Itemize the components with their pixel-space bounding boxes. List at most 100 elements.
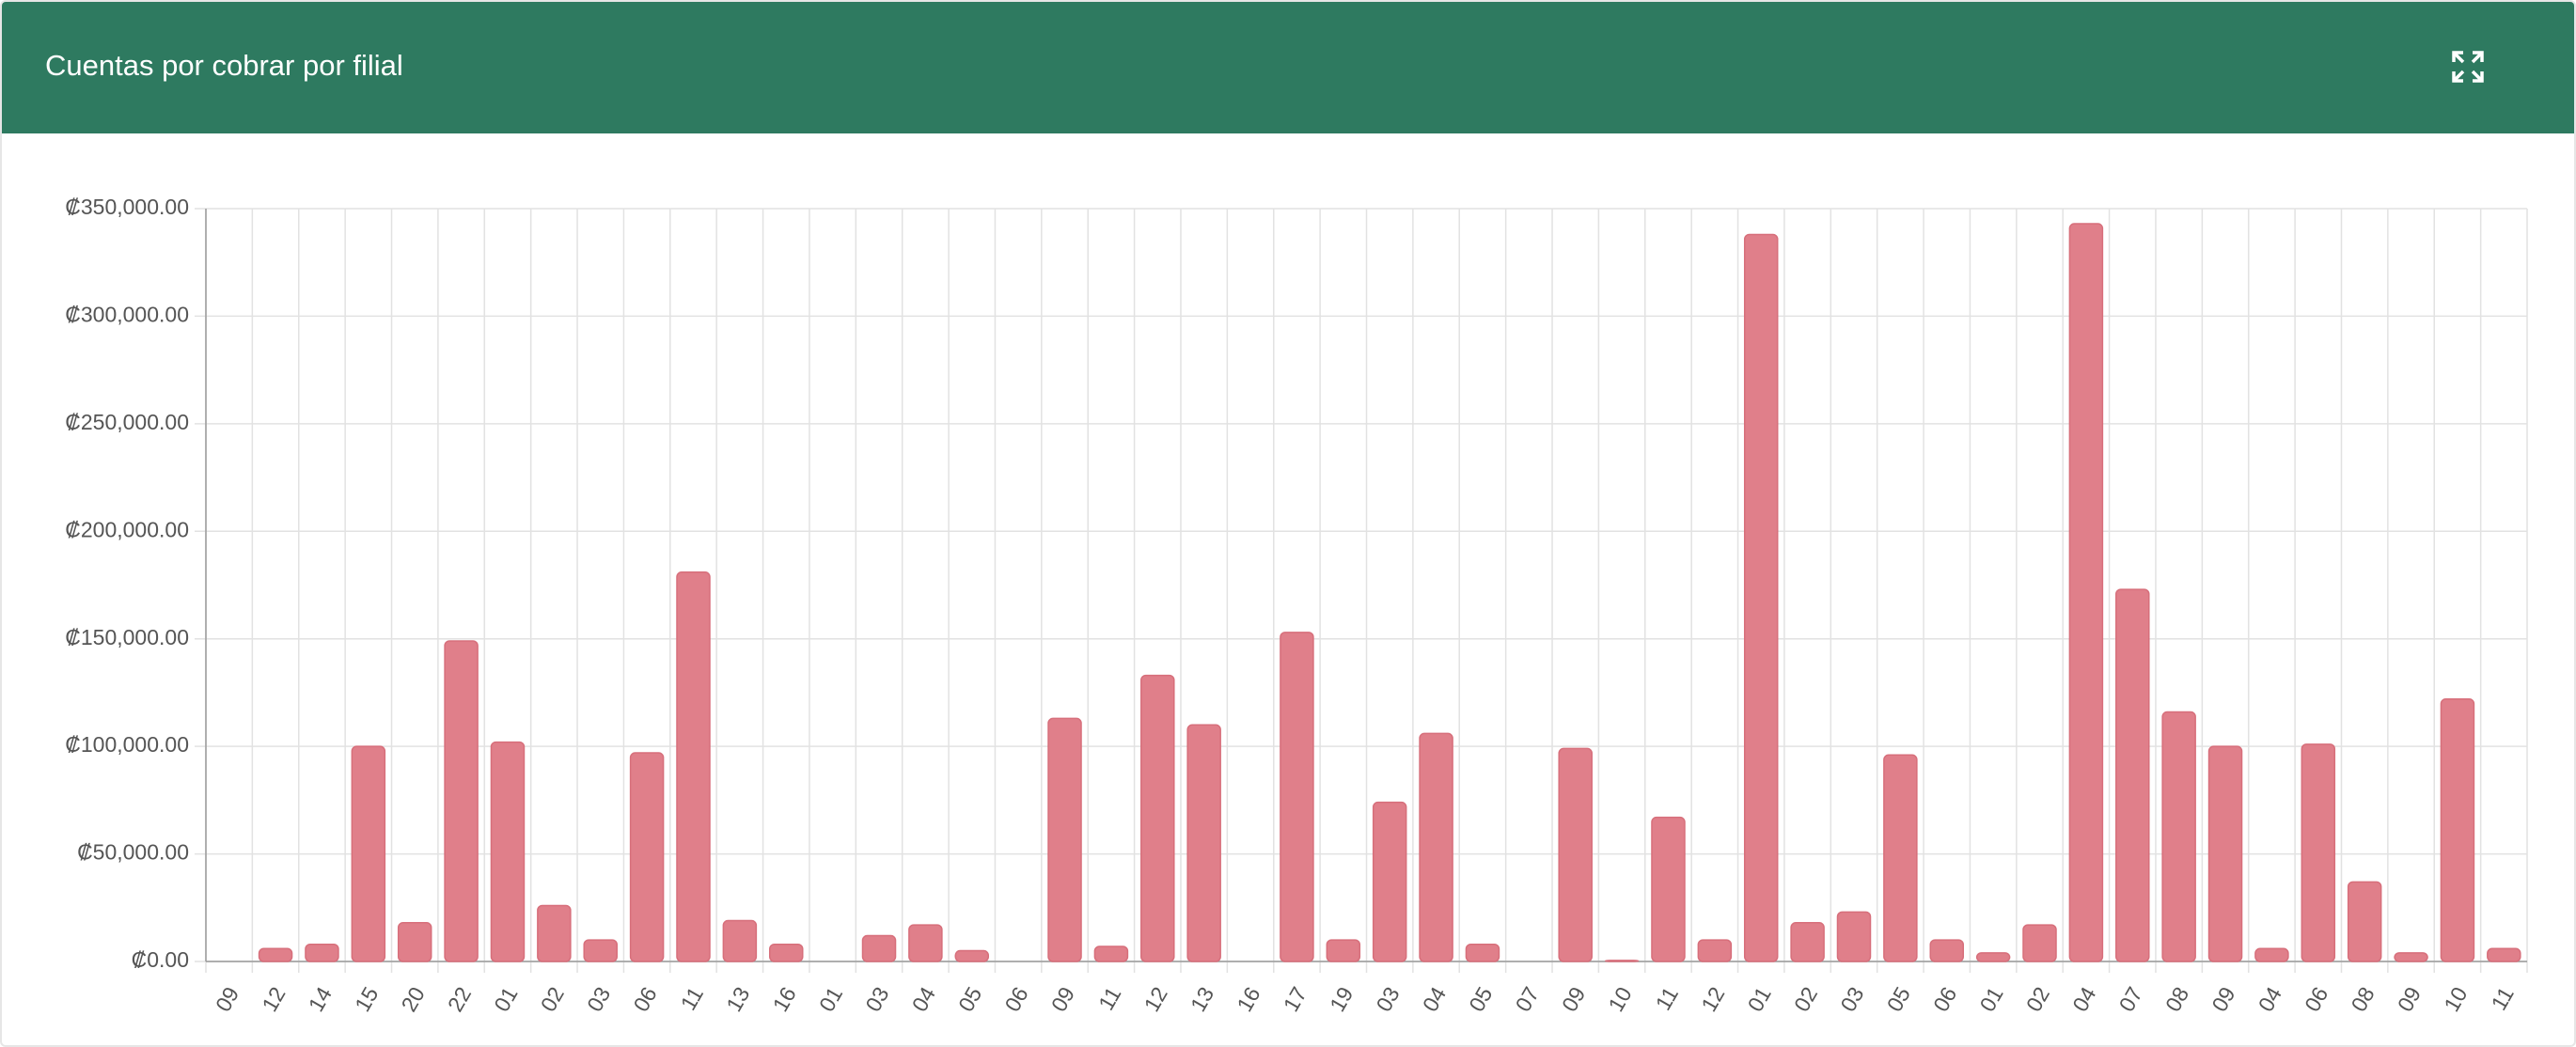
x-tick-label: 01 <box>489 983 522 1016</box>
x-tick-label: 03 <box>582 983 615 1016</box>
x-tick-label: 17 <box>1279 983 1312 1016</box>
x-tick-label: 03 <box>1835 983 1868 1016</box>
bar <box>2161 711 2196 962</box>
y-tick-label: ₡100,000.00 <box>65 732 189 757</box>
x-tick-label: 02 <box>1789 983 1822 1016</box>
x-tick-label: 11 <box>1093 983 1125 1015</box>
y-tick-label: ₡150,000.00 <box>65 625 189 649</box>
bar <box>1419 732 1453 962</box>
x-tick-label: 12 <box>1696 983 1729 1016</box>
x-tick-label: 09 <box>211 983 243 1016</box>
x-tick-label: 13 <box>1186 983 1218 1016</box>
header: Cuentas por cobrar por filial <box>2 2 2574 133</box>
bar <box>1372 801 1407 962</box>
y-tick-label: ₡350,000.00 <box>65 195 189 219</box>
bar <box>305 943 339 962</box>
y-tick-label: ₡0.00 <box>132 947 189 972</box>
bar <box>490 741 526 962</box>
x-tick-label: 04 <box>1418 982 1451 1015</box>
bar <box>2347 881 2382 962</box>
x-tick-label: 02 <box>2021 983 2054 1016</box>
bar <box>2207 745 2243 962</box>
bar <box>954 949 990 962</box>
x-tick-label: 04 <box>2254 982 2286 1015</box>
title: Cuentas por cobrar por filial <box>45 49 403 82</box>
x-tick-label: 20 <box>396 983 429 1016</box>
x-tick-label: 06 <box>999 983 1032 1016</box>
y-tick-label: ₡250,000.00 <box>65 410 189 434</box>
bar <box>1790 922 1825 962</box>
bar <box>2022 924 2057 962</box>
x-tick-label: 09 <box>1557 983 1590 1016</box>
x-tick-label: 04 <box>907 982 940 1015</box>
x-tick-label: 08 <box>2160 983 2193 1016</box>
x-tick-label: 16 <box>1232 983 1264 1016</box>
bar <box>1697 939 1733 962</box>
x-tick-label: 09 <box>2393 983 2426 1016</box>
bar <box>1743 233 1779 962</box>
bar <box>2301 743 2336 962</box>
x-tick-label: 06 <box>2300 983 2333 1016</box>
x-tick-label: 06 <box>628 983 661 1016</box>
bar <box>2115 588 2150 962</box>
bar <box>444 640 479 962</box>
x-tick-label: 01 <box>814 983 847 1016</box>
y-tick-label: ₡200,000.00 <box>65 517 189 541</box>
chart: ₡0.00 ₡50,000.00 ₡100,000.00 ₡150,000.00 ₡20… <box>65 195 2528 1016</box>
bar <box>351 745 386 962</box>
x-tick-label: 07 <box>2114 983 2147 1016</box>
bar <box>583 939 618 962</box>
x-tick-label: 05 <box>953 983 986 1016</box>
x-tick-label: 09 <box>2207 983 2239 1016</box>
x-tick-label: 07 <box>1511 983 1544 1016</box>
x-tick-label: 11 <box>2486 983 2518 1015</box>
bar <box>1651 816 1686 962</box>
x-tick-label: 11 <box>1651 983 1683 1015</box>
x-tick-label: 10 <box>2439 983 2472 1016</box>
bar <box>397 922 432 962</box>
bar <box>2394 952 2428 962</box>
x-tick-label: 09 <box>1046 983 1079 1016</box>
bar <box>1883 754 1918 962</box>
x-tick-label: 05 <box>1882 983 1915 1016</box>
bar <box>2068 223 2104 962</box>
bar <box>2254 947 2289 962</box>
bar <box>1836 911 1872 962</box>
x-tick-label: 03 <box>860 983 893 1016</box>
bar <box>1558 747 1593 962</box>
x-tick-label: 03 <box>1371 983 1404 1016</box>
bar <box>722 919 758 962</box>
x-tick-label: 04 <box>2067 982 2100 1015</box>
x-tick-label: 01 <box>1743 983 1776 1016</box>
x-tick-label: 06 <box>1928 983 1961 1016</box>
bar <box>2487 947 2521 962</box>
bar <box>676 571 711 962</box>
expand-icon[interactable] <box>2452 51 2484 83</box>
x-tick-label: 05 <box>1464 983 1497 1016</box>
bar <box>629 752 665 962</box>
y-tick-label: ₡50,000.00 <box>77 840 189 865</box>
bar <box>908 924 943 962</box>
bar <box>861 934 897 962</box>
x-tick-label: 19 <box>1325 983 1358 1016</box>
x-tick-label: 02 <box>536 983 569 1016</box>
bar <box>258 947 293 962</box>
y-tick-label: ₡300,000.00 <box>65 303 189 327</box>
bar <box>1929 939 1964 962</box>
bar <box>1280 632 1314 962</box>
x-tick-label: 11 <box>676 983 708 1015</box>
x-tick-label: 12 <box>1139 983 1172 1016</box>
bar <box>2440 698 2475 962</box>
x-tick-label: 08 <box>2346 983 2379 1016</box>
x-tick-label: 13 <box>721 983 754 1016</box>
x-tick-label: 22 <box>443 983 476 1016</box>
x-tick-label: 12 <box>257 983 290 1016</box>
bar <box>1140 674 1175 962</box>
bar <box>1093 945 1129 962</box>
x-tick-label: 14 <box>304 982 337 1015</box>
bar <box>769 943 804 962</box>
x-tick-label: 16 <box>768 983 801 1016</box>
x-tick-label: 01 <box>1974 983 2007 1016</box>
bar <box>1186 724 1221 962</box>
